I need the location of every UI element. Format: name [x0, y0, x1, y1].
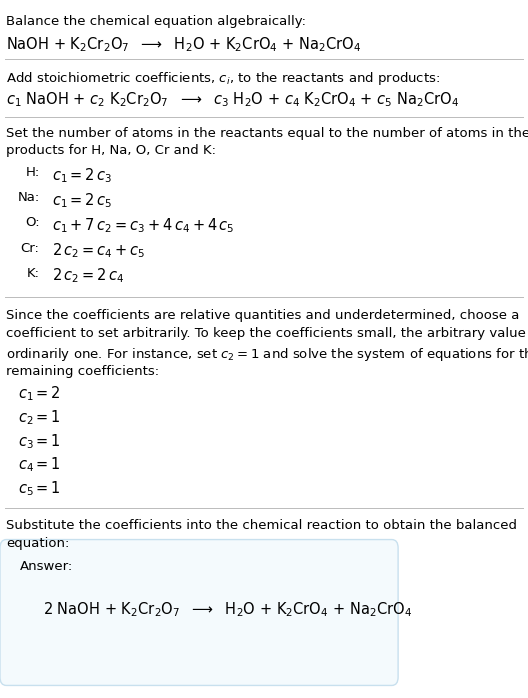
Text: coefficient to set arbitrarily. To keep the coefficients small, the arbitrary va: coefficient to set arbitrarily. To keep … [6, 327, 528, 341]
Text: $c_4 = 1$: $c_4 = 1$ [18, 456, 61, 475]
Text: $c_3 = 1$: $c_3 = 1$ [18, 432, 61, 451]
Text: Since the coefficients are relative quantities and underdetermined, choose a: Since the coefficients are relative quan… [6, 309, 520, 322]
Text: Na:: Na: [17, 191, 40, 205]
Text: $c_1 = 2\,c_3$: $c_1 = 2\,c_3$ [52, 166, 112, 185]
Text: Substitute the coefficients into the chemical reaction to obtain the balanced: Substitute the coefficients into the che… [6, 519, 517, 532]
Text: $c_2 = 1$: $c_2 = 1$ [18, 408, 61, 427]
Text: $2\,c_2 = 2\,c_4$: $2\,c_2 = 2\,c_4$ [52, 267, 124, 285]
Text: remaining coefficients:: remaining coefficients: [6, 365, 159, 378]
Text: H:: H: [25, 166, 40, 179]
Text: $c_1 = 2\,c_5$: $c_1 = 2\,c_5$ [52, 191, 112, 210]
Text: $c_5 = 1$: $c_5 = 1$ [18, 480, 61, 498]
Text: K:: K: [26, 267, 40, 280]
Text: ordinarily one. For instance, set $c_2 = 1$ and solve the system of equations fo: ordinarily one. For instance, set $c_2 =… [6, 346, 528, 363]
Text: NaOH + K$_2$Cr$_2$O$_7$  $\longrightarrow$  H$_2$O + K$_2$CrO$_4$ + Na$_2$CrO$_4: NaOH + K$_2$Cr$_2$O$_7$ $\longrightarrow… [6, 35, 361, 54]
Text: $c_1 + 7\,c_2 = c_3 + 4\,c_4 + 4\,c_5$: $c_1 + 7\,c_2 = c_3 + 4\,c_4 + 4\,c_5$ [52, 216, 234, 235]
Text: Answer:: Answer: [20, 560, 73, 574]
Text: $2\,c_2 = c_4 + c_5$: $2\,c_2 = c_4 + c_5$ [52, 242, 145, 260]
Text: O:: O: [25, 216, 40, 230]
Text: $c_1 = 2$: $c_1 = 2$ [18, 385, 61, 403]
Text: Add stoichiometric coefficients, $c_i$, to the reactants and products:: Add stoichiometric coefficients, $c_i$, … [6, 70, 440, 87]
Text: Set the number of atoms in the reactants equal to the number of atoms in the: Set the number of atoms in the reactants… [6, 127, 528, 140]
Text: products for H, Na, O, Cr and K:: products for H, Na, O, Cr and K: [6, 144, 216, 158]
Text: Cr:: Cr: [21, 242, 40, 255]
Text: $c_1$ NaOH + $c_2$ K$_2$Cr$_2$O$_7$  $\longrightarrow$  $c_3$ H$_2$O + $c_4$ K$_: $c_1$ NaOH + $c_2$ K$_2$Cr$_2$O$_7$ $\lo… [6, 91, 460, 110]
Text: $2$ NaOH + K$_2$Cr$_2$O$_7$  $\longrightarrow$  H$_2$O + K$_2$CrO$_4$ + Na$_2$Cr: $2$ NaOH + K$_2$Cr$_2$O$_7$ $\longrighta… [43, 600, 412, 619]
FancyBboxPatch shape [0, 540, 398, 685]
Text: equation:: equation: [6, 537, 70, 551]
Text: Balance the chemical equation algebraically:: Balance the chemical equation algebraica… [6, 15, 306, 29]
